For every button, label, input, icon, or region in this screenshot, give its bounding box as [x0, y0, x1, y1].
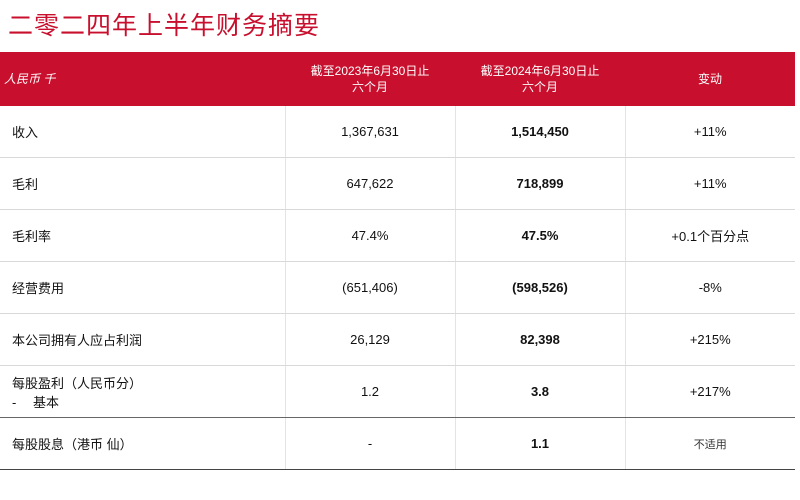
- table-row: 每股盈利（人民币分） - 基本 1.2 3.8 +217%: [0, 365, 795, 418]
- cell-value: +215%: [625, 313, 795, 366]
- summary-table: 人民币 千 截至2023年6月30日止 六个月 截至2024年6月30日止 六个月 …: [0, 52, 795, 470]
- cell-value: +11%: [625, 106, 795, 158]
- table-row: 收入 1,367,631 1,514,450 +11%: [0, 106, 795, 158]
- cell-value: 1.2: [285, 365, 456, 418]
- table-row: 毛利率 47.4% 47.5% +0.1个百分点: [0, 209, 795, 262]
- cell-value: +217%: [625, 365, 795, 418]
- table-row: 毛利 647,622 718,899 +11%: [0, 157, 795, 210]
- cell-value: +11%: [625, 157, 795, 210]
- cell-value: 647,622: [285, 157, 456, 210]
- cell-value: -8%: [625, 261, 795, 314]
- cell-value: 1,367,631: [285, 106, 456, 158]
- label-line: 每股盈利（人民币分）: [12, 375, 143, 391]
- cell-value: 47.4%: [285, 209, 456, 262]
- row-label: 每股股息（港币 仙）: [0, 417, 286, 470]
- row-label: 收入: [0, 106, 286, 158]
- row-label: 经营费用: [0, 261, 286, 314]
- cell-value: 1.1: [455, 417, 626, 470]
- cell-value: 718,899: [455, 157, 626, 210]
- title: 二零二四年上半年财务摘要: [8, 12, 321, 40]
- cell-value: 不适用: [625, 417, 795, 470]
- table-row: 经营费用 (651,406) (598,526) -8%: [0, 261, 795, 314]
- cell-value: (651,406): [285, 261, 456, 314]
- table-row: 每股股息（港币 仙） -1.1 不适用: [0, 417, 795, 470]
- label-line: - 基本: [12, 394, 59, 410]
- row-label: 毛利率: [0, 209, 286, 262]
- table-header: 人民币 千 截至2023年6月30日止 六个月 截至2024年6月30日止 六个月 …: [0, 52, 795, 106]
- table-row: 本公司拥有人应占利润 26,129 82,398 +215%: [0, 313, 795, 366]
- column-header: 变动: [625, 52, 795, 106]
- cell-value: -: [285, 417, 456, 470]
- table-body: 收入 1,367,631 1,514,450 +11% 毛利 647,622 718,899…: [0, 106, 795, 470]
- cell-value: 3.8: [455, 365, 626, 418]
- header-line: 六个月: [521, 80, 558, 94]
- cell-value: (598,526): [455, 261, 626, 314]
- cell-value: +0.1个百分点: [625, 209, 795, 262]
- unit-header: 人民币 千: [0, 52, 285, 106]
- header-row: 人民币 千 截至2023年6月30日止 六个月 截至2024年6月30日止 六个月 …: [0, 52, 795, 106]
- cell-value: 26,129: [285, 313, 456, 366]
- cell-value: 47.5%: [455, 209, 626, 262]
- cell-value: 1,514,450: [455, 106, 626, 158]
- header-line: 截至2023年6月30日止: [310, 64, 430, 78]
- row-label: 每股盈利（人民币分） - 基本: [0, 365, 286, 418]
- column-header: 截至2023年6月30日止 六个月: [285, 52, 455, 106]
- row-label: 本公司拥有人应占利润: [0, 313, 286, 366]
- cell-value: 82,398: [455, 313, 626, 366]
- row-label: 毛利: [0, 157, 286, 210]
- column-header: 截至2024年6月30日止 六个月: [455, 52, 625, 106]
- header-line: 六个月: [351, 80, 388, 94]
- header-line: 截至2024年6月30日止: [480, 64, 600, 78]
